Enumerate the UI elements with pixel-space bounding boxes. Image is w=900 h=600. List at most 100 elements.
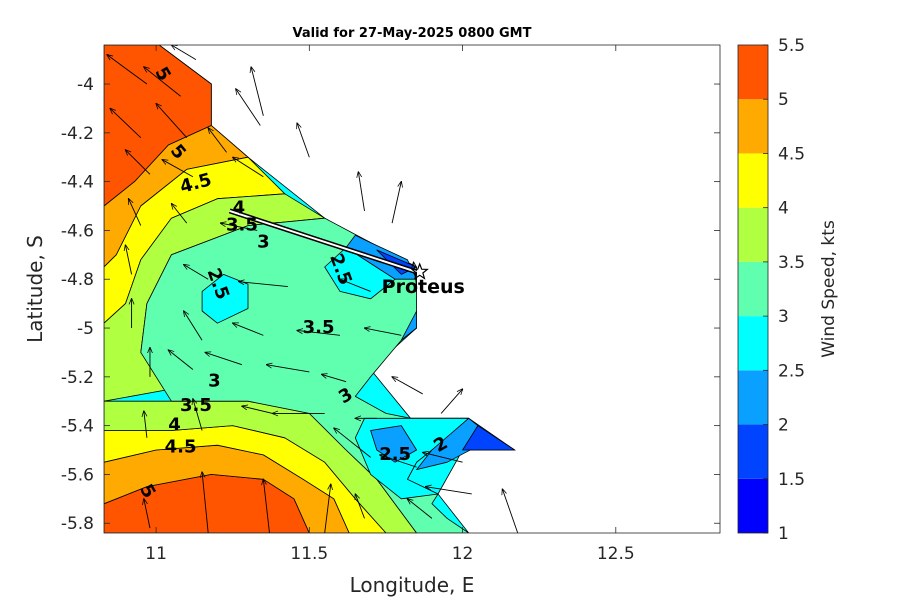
wind-vector: [171, 45, 197, 61]
contour-label: 4.5: [165, 437, 197, 458]
station-star-icon: [410, 262, 429, 280]
station-label: Proteus: [382, 276, 465, 298]
x-tick-label: 12: [452, 544, 474, 564]
wind-vector: [242, 406, 273, 414]
contour-label: 3: [257, 232, 270, 253]
wind-vector: [380, 455, 417, 468]
ship-track: [228, 208, 429, 280]
contour-band-2-5: [201, 273, 249, 324]
contour-label: 3: [208, 371, 221, 392]
colorbar-band: [738, 207, 768, 262]
wind-vectors: [107, 45, 519, 533]
y-tick-label: -4.6: [61, 221, 94, 241]
wind-vector: [162, 160, 194, 178]
contour-label: 3.5: [180, 395, 212, 416]
wind-vector: [322, 374, 347, 383]
y-tick-label: -4: [77, 75, 94, 95]
colorbar-band: [738, 45, 768, 100]
wind-vector: [324, 484, 331, 533]
wind-vector: [202, 472, 209, 533]
colorbar-tick-label: 3: [778, 307, 789, 327]
contour-band-1-5: [462, 425, 516, 451]
y-tick-label: -4.4: [61, 173, 94, 193]
y-tick-label: -4.8: [61, 270, 94, 290]
wind-vector: [193, 399, 203, 431]
contour-label: 4: [233, 197, 246, 218]
y-axis-label: Latitude, S: [23, 235, 47, 343]
wind-vector: [392, 377, 423, 395]
wind-vector: [426, 487, 472, 495]
wind-vector: [263, 479, 270, 533]
colorbar-tick-label: 2: [778, 416, 789, 436]
contour-label: 4: [168, 415, 181, 436]
y-tick-label: -5: [77, 319, 94, 339]
wind-vector: [297, 330, 341, 336]
wind-vector: [502, 489, 519, 533]
y-axis-ticks: -4 -4.2 -4.4 -4.6 -4.8 -5 -5.2 -5.4 -5.6 -5.8: [61, 75, 720, 534]
wind-vector: [407, 499, 433, 519]
contour-band-2: [370, 425, 418, 463]
wind-vector: [414, 262, 417, 287]
track-line: [229, 209, 417, 273]
wind-vector: [184, 265, 209, 280]
colorbar-tick-label: 4.5: [778, 144, 805, 164]
wind-vector: [251, 67, 264, 116]
colorbar-tick-label: 1: [778, 524, 789, 544]
colorbar-band: [738, 261, 768, 317]
plot-frame: [103, 44, 721, 534]
wind-vector: [125, 150, 151, 175]
y-tick-label: -5.4: [61, 417, 94, 437]
x-axis-ticks: 11 11.5 12 12.5: [145, 45, 635, 564]
wind-vector: [355, 494, 365, 519]
wind-vector: [129, 199, 142, 226]
y-tick-label: -5.6: [61, 465, 94, 485]
chart-title: Valid for 27-May-2025 0800 GMT: [293, 26, 532, 41]
colorbar-frame: [737, 44, 769, 534]
wind-vector: [364, 328, 402, 336]
colorbar-band: [738, 153, 768, 208]
wind-vector: [125, 245, 133, 275]
wind-vector: [110, 108, 142, 139]
contour-fill-regions: [104, 45, 516, 533]
x-tick-label: 12.5: [597, 544, 635, 564]
colorbar: 1 1.5 2 2.5 3 3.5 4 4.5 5 5.5: [737, 36, 805, 544]
wind-vector: [184, 311, 203, 341]
wind-vector: [144, 67, 181, 97]
y-tick-label: -5.8: [61, 514, 94, 534]
contour-label: 3.5: [226, 215, 258, 236]
colorbar-band: [738, 478, 768, 533]
wind-vector: [266, 365, 310, 373]
wind-vector: [340, 279, 371, 292]
contour-label: 2.5: [379, 444, 411, 465]
wind-vector: [358, 172, 365, 211]
y-tick-label: -5.2: [61, 368, 94, 388]
wind-vector: [208, 128, 227, 153]
wind-vector: [144, 411, 148, 438]
contour-label: 3.5: [303, 317, 335, 338]
colorbar-tick-label: 5: [778, 90, 789, 110]
colorbar-tick-label: 4: [778, 199, 789, 219]
wind-vector: [107, 55, 148, 85]
x-axis-label: Longitude, E: [350, 573, 475, 597]
wind-vector: [144, 499, 151, 529]
wind-vector: [440, 389, 462, 414]
contour-band-2: [400, 310, 418, 341]
colorbar-band: [738, 99, 768, 154]
colorbar-tick-label: 1.5: [778, 470, 805, 490]
colorbar-tick-label: 2.5: [778, 361, 805, 381]
y-tick-label: -4.2: [61, 124, 94, 144]
colorbar-band: [738, 316, 768, 371]
wind-vector: [297, 123, 310, 158]
wind-vector: [391, 182, 401, 224]
wind-vector: [171, 204, 188, 224]
colorbar-band: [738, 424, 768, 479]
wind-vector: [239, 282, 288, 288]
x-tick-label: 11.5: [290, 544, 328, 564]
wind-vector: [233, 157, 264, 178]
colorbar-label: Wind Speed, kts: [819, 220, 839, 358]
x-tick-label: 11: [145, 544, 167, 564]
wind-vector: [233, 323, 264, 336]
wind-vector: [220, 223, 258, 231]
wind-vector: [168, 350, 194, 370]
